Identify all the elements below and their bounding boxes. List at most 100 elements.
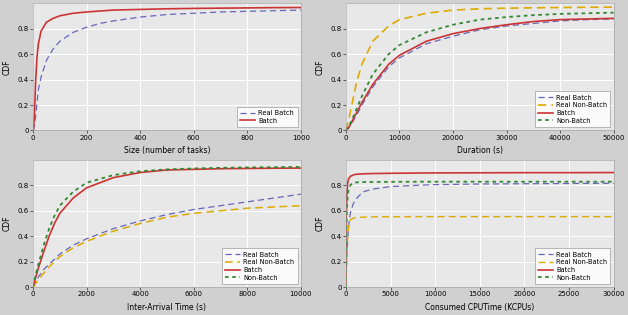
Real Non-Batch <box>70 246 77 249</box>
Batch <box>31 113 38 117</box>
Batch <box>32 77 40 81</box>
Non-Batch <box>369 180 376 184</box>
Batch <box>163 168 171 172</box>
Real Batch <box>345 126 352 130</box>
Batch <box>449 32 457 36</box>
Real Batch <box>33 100 41 104</box>
Real Batch <box>345 224 352 228</box>
Real Non-Batch <box>56 255 63 259</box>
Non-Batch <box>503 15 511 19</box>
X-axis label: Inter-Arrival Time (s): Inter-Arrival Time (s) <box>127 303 207 312</box>
Batch <box>583 17 591 21</box>
Non-Batch <box>355 180 363 184</box>
Non-Batch <box>110 173 117 177</box>
Non-Batch <box>136 169 144 173</box>
Batch <box>244 167 251 170</box>
Batch <box>51 222 58 226</box>
Line: Batch: Batch <box>33 8 301 130</box>
Batch <box>30 129 37 132</box>
Batch <box>35 266 42 270</box>
Real Non-Batch <box>556 6 564 9</box>
Real Batch <box>136 219 144 223</box>
Real Non-Batch <box>423 11 430 15</box>
Real Non-Batch <box>347 106 355 109</box>
Batch <box>387 171 394 175</box>
Y-axis label: CDF: CDF <box>316 216 325 231</box>
Non-Batch <box>529 13 537 17</box>
Real Non-Batch <box>503 6 511 10</box>
Real Non-Batch <box>355 215 363 219</box>
Real Non-Batch <box>385 24 392 28</box>
Real Non-Batch <box>360 215 367 219</box>
Batch <box>83 186 90 190</box>
Non-Batch <box>342 285 350 289</box>
Real Non-Batch <box>342 129 350 132</box>
Real Non-Batch <box>342 270 350 274</box>
Real Batch <box>56 252 63 256</box>
Real Batch <box>610 17 617 21</box>
Real Batch <box>45 262 53 266</box>
Legend: Real Batch, Real Non-Batch, Batch, Non-Batch: Real Batch, Real Non-Batch, Batch, Non-B… <box>534 91 610 127</box>
Legend: Real Batch, Real Non-Batch, Batch, Non-Batch: Real Batch, Real Non-Batch, Batch, Non-B… <box>534 248 610 284</box>
Real Non-Batch <box>345 118 352 122</box>
Non-Batch <box>342 232 350 236</box>
Batch <box>347 175 354 178</box>
Real Non-Batch <box>413 215 421 219</box>
Non-Batch <box>521 180 528 184</box>
Batch <box>503 23 511 26</box>
Non-Batch <box>56 204 63 208</box>
Batch <box>610 16 617 20</box>
Non-Batch <box>369 72 376 76</box>
Real Batch <box>163 13 171 16</box>
Real Non-Batch <box>521 215 528 219</box>
Batch <box>70 11 77 15</box>
Real Batch <box>355 194 363 198</box>
Real Batch <box>349 203 357 206</box>
Real Batch <box>30 127 37 131</box>
Batch <box>31 93 39 97</box>
Real Batch <box>342 272 350 276</box>
Real Non-Batch <box>583 5 591 9</box>
Real Non-Batch <box>342 285 350 289</box>
Real Non-Batch <box>30 285 37 289</box>
Non-Batch <box>30 285 37 289</box>
Non-Batch <box>556 12 564 16</box>
Batch <box>56 211 63 215</box>
Real Batch <box>70 31 77 34</box>
Y-axis label: CDF: CDF <box>316 59 325 75</box>
Real Batch <box>583 18 591 21</box>
Non-Batch <box>70 190 77 193</box>
Batch <box>565 171 573 175</box>
Line: Real Non-Batch: Real Non-Batch <box>346 217 614 287</box>
Batch <box>556 18 564 21</box>
Real Non-Batch <box>369 215 376 219</box>
Batch <box>30 126 37 130</box>
Non-Batch <box>244 166 251 169</box>
Batch <box>270 6 278 9</box>
Batch <box>43 20 50 24</box>
Real Non-Batch <box>431 215 439 219</box>
Real Batch <box>50 47 57 51</box>
Batch <box>270 166 278 170</box>
Real Non-Batch <box>297 204 305 208</box>
Real Batch <box>40 267 48 271</box>
Real Non-Batch <box>565 215 573 219</box>
Real Batch <box>96 21 104 25</box>
Real Batch <box>37 75 45 79</box>
Real Batch <box>31 118 39 122</box>
Line: Batch: Batch <box>346 18 614 130</box>
Batch <box>37 29 45 33</box>
Non-Batch <box>40 243 48 247</box>
Legend: Real Batch, Batch: Real Batch, Batch <box>237 107 298 127</box>
Non-Batch <box>345 187 352 191</box>
Batch <box>358 100 365 104</box>
Batch <box>521 171 528 175</box>
Batch <box>349 173 357 177</box>
Batch <box>297 166 305 170</box>
Non-Batch <box>351 180 359 184</box>
Real Non-Batch <box>217 209 224 213</box>
Non-Batch <box>413 180 421 184</box>
Real Batch <box>30 285 37 289</box>
Real Batch <box>163 213 171 216</box>
Real Batch <box>110 227 117 231</box>
